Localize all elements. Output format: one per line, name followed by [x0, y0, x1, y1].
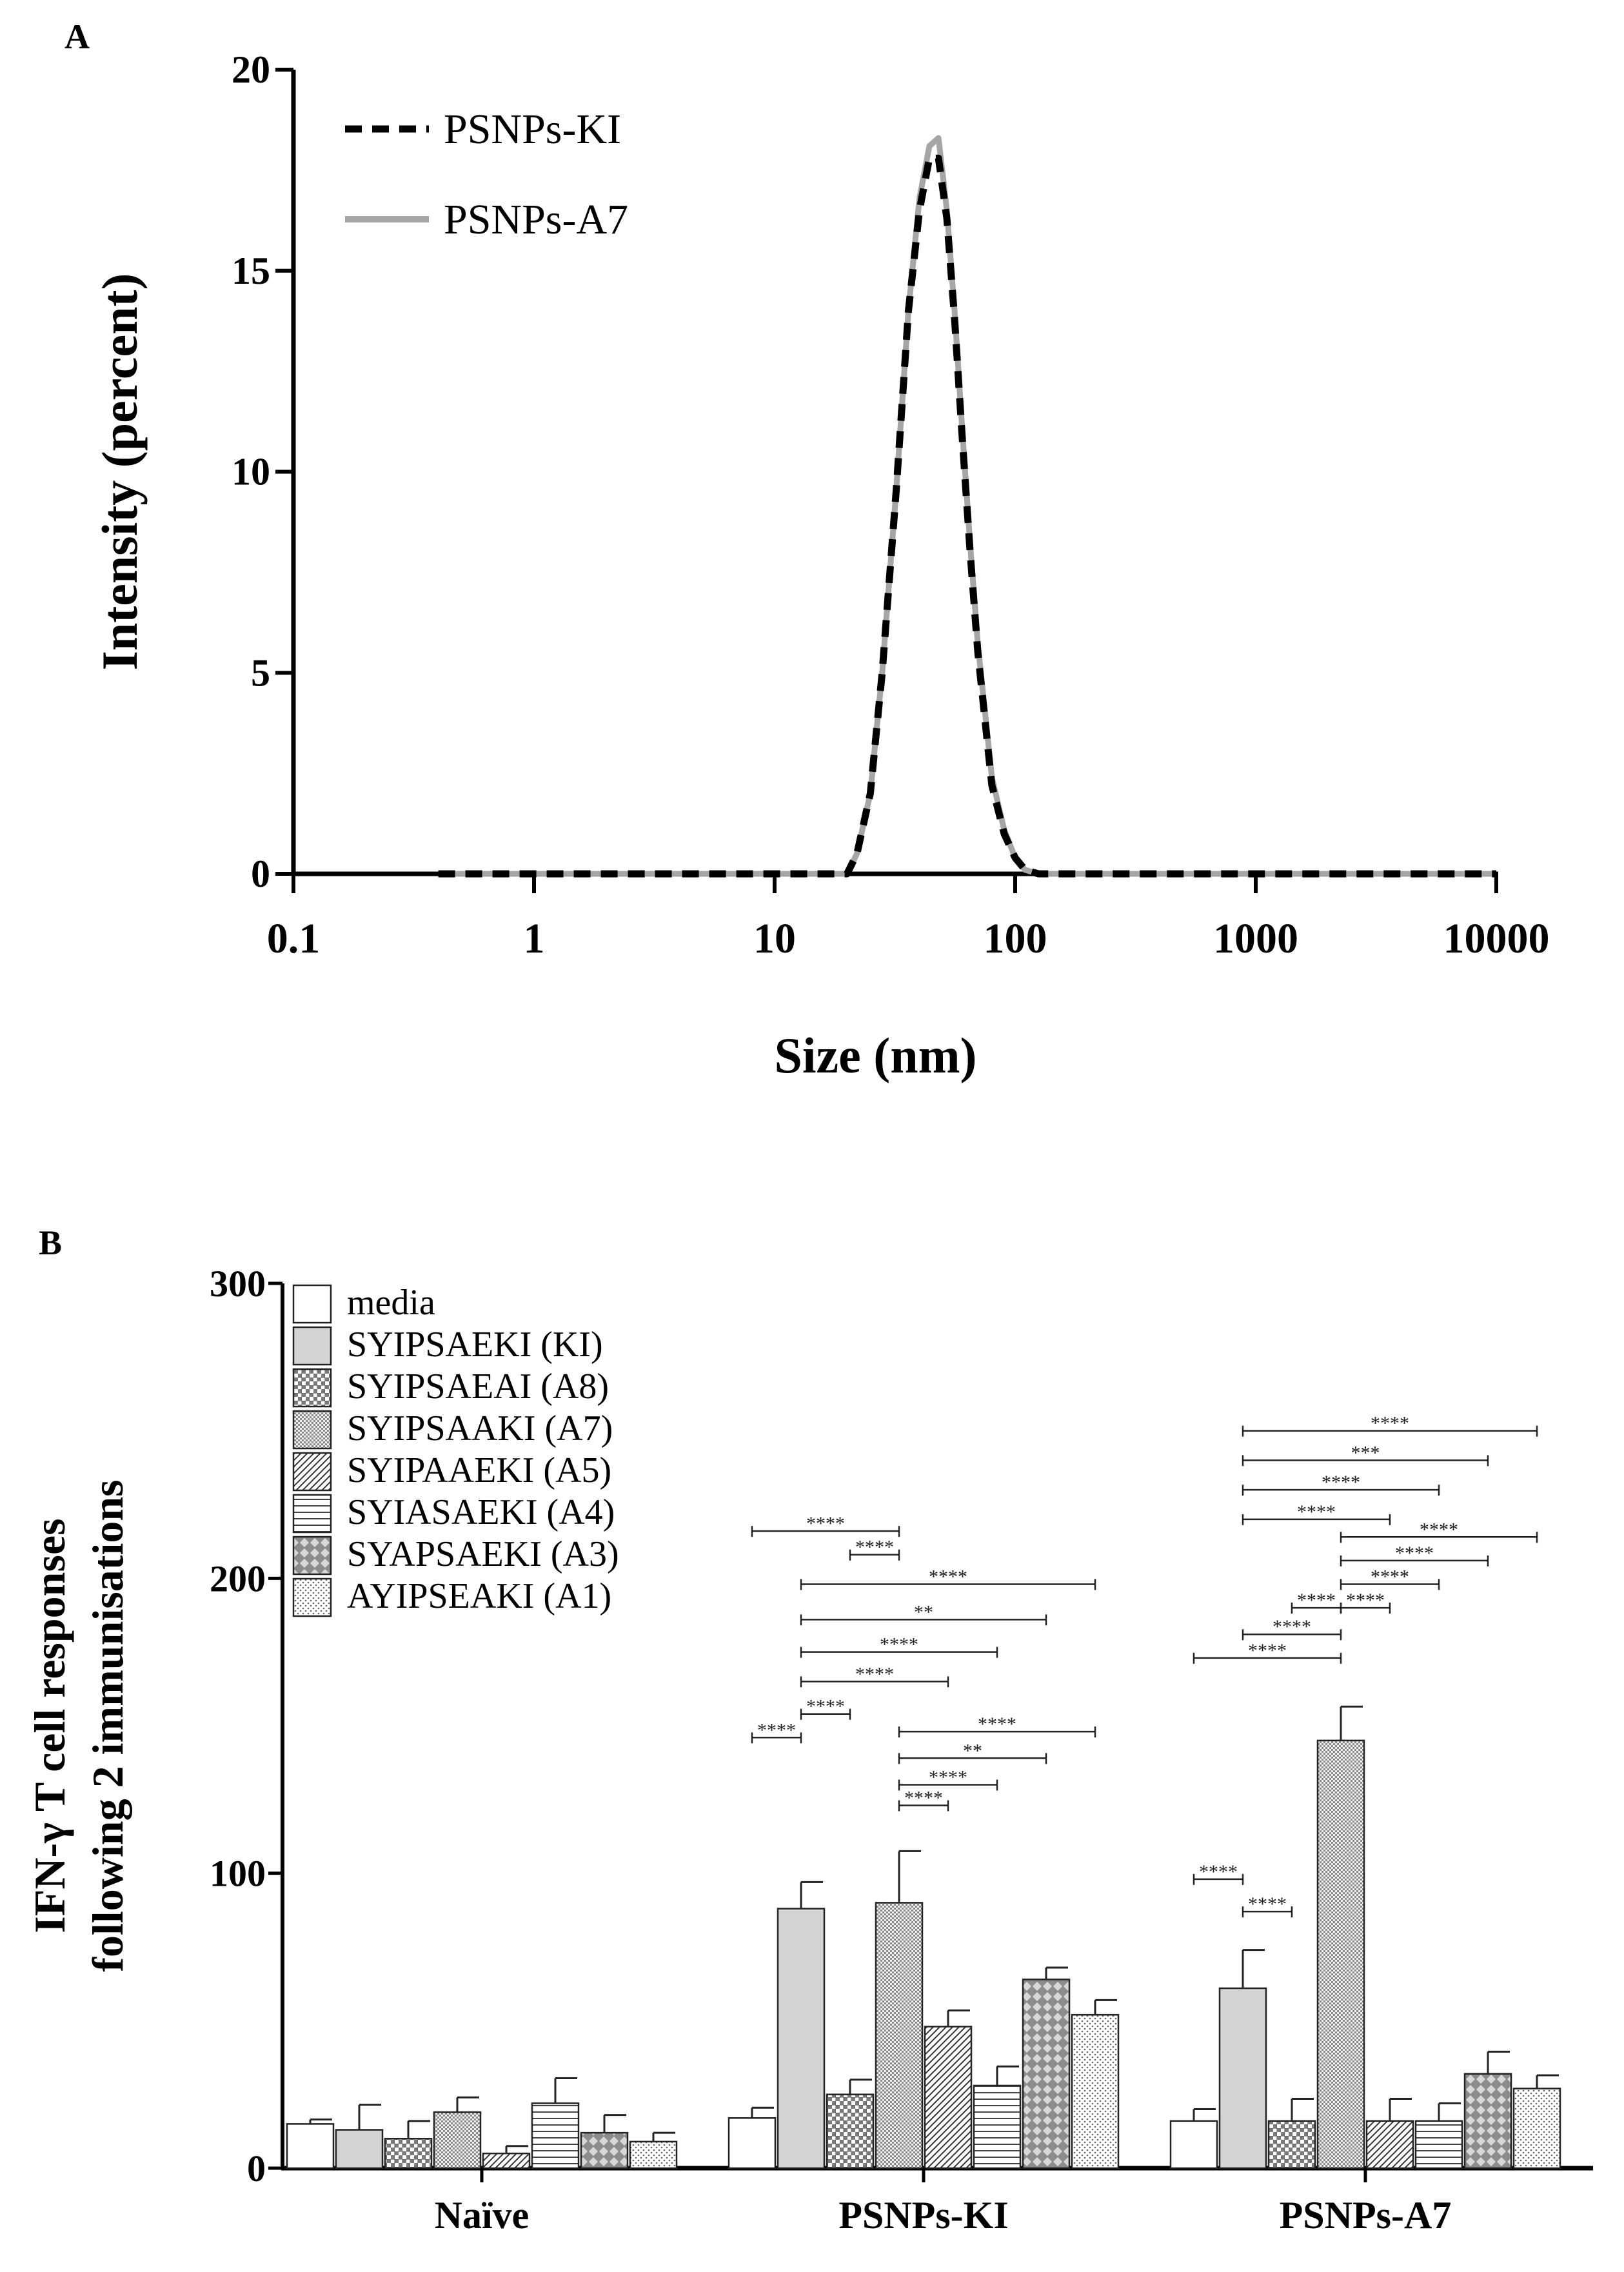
- significance-label: **: [963, 1740, 982, 1761]
- legend-label: media: [347, 1283, 435, 1323]
- bar-syipsaeai-a8-: [826, 2093, 875, 2169]
- significance-label: ***: [1351, 1442, 1380, 1463]
- legend-label: PSNPs-KI: [444, 106, 621, 153]
- significance-label: ****: [806, 1513, 845, 1534]
- bar-ayipseaki-a1-: [1512, 2088, 1561, 2169]
- x-tick-label: 0.1: [267, 915, 321, 962]
- significance-label: ****: [978, 1714, 1016, 1735]
- significance-label: ****: [1346, 1590, 1385, 1611]
- significance-label: ****: [1199, 1861, 1238, 1882]
- x-axis-title: Size (nm): [774, 1027, 976, 1083]
- y-tick-label: 300: [210, 1263, 266, 1305]
- significance-label: ****: [880, 1634, 918, 1655]
- category-label: PSNPs-A7: [1280, 2194, 1452, 2237]
- significance-label: ****: [855, 1663, 894, 1684]
- legend-label: SYIPAAEKI (A5): [347, 1450, 611, 1490]
- legend-label: PSNPs-A7: [444, 196, 628, 243]
- significance-label: ****: [1248, 1893, 1287, 1915]
- significance-label: ****: [929, 1766, 967, 1788]
- bar-syipsaeki-ki-: [777, 1908, 826, 2169]
- panel-label: A: [64, 17, 90, 56]
- legend-swatch: [292, 1284, 332, 1324]
- x-tick-label: 100: [984, 915, 1047, 962]
- significance-label: ****: [1297, 1590, 1336, 1611]
- bar-syapsaeki-a3-: [1022, 1979, 1071, 2169]
- significance-label: ****: [1248, 1640, 1287, 1661]
- significance-label: ****: [1297, 1501, 1336, 1523]
- significance-label: ****: [1371, 1566, 1409, 1587]
- bar-syiasaeki-a4-: [973, 2084, 1022, 2169]
- x-tick-label: 10000: [1443, 915, 1550, 962]
- bar-ayipseaki-a1-: [1071, 2013, 1120, 2169]
- bar-syapsaeki-a3-: [1463, 2073, 1512, 2169]
- y-tick-label: 5: [251, 651, 270, 694]
- significance-label: **: [914, 1601, 933, 1623]
- bar-syipsaaki-a7-: [1316, 1739, 1365, 2169]
- x-tick-label: 1: [524, 915, 545, 962]
- panel-a-line-chart: A 0 5 10 15 20 0.1 1 10 100 1000 10000 Size (nm) Inte…: [64, 17, 1550, 1083]
- bar-syapsaeki-a3-: [580, 2131, 629, 2169]
- y-tick-label: 20: [232, 48, 270, 91]
- y-axis-title-line2: following 2 immunisations: [83, 1479, 132, 1971]
- legend-label: SYIPSAAKI (A7): [347, 1408, 613, 1448]
- legend-swatch: [292, 1536, 332, 1576]
- significance-label: ****: [904, 1787, 943, 1808]
- significance-label: ****: [855, 1537, 894, 1558]
- y-tick-label: 200: [210, 1557, 266, 1599]
- bar-syipsaeki-ki-: [1218, 1987, 1267, 2169]
- legend-label: SYIPSAEAI (A8): [347, 1367, 609, 1407]
- significance-label: ****: [806, 1696, 845, 1717]
- legend-swatch: [292, 1410, 332, 1450]
- category-label: PSNPs-KI: [838, 2194, 1008, 2237]
- y-tick-label: 0: [247, 2148, 266, 2189]
- legend-swatch: [292, 1368, 332, 1408]
- significance-label: ****: [1395, 1543, 1434, 1564]
- x-tick-label: 1000: [1213, 915, 1298, 962]
- bar-syipaaeki-a5-: [482, 2152, 531, 2169]
- bar-syipsaeai-a8-: [1267, 2120, 1316, 2169]
- bar-syipsaeai-a8-: [384, 2138, 433, 2169]
- bar-syiasaeki-a4-: [531, 2102, 580, 2169]
- bar-syipsaeki-ki-: [335, 2129, 384, 2169]
- legend-label: SYIASAEKI (A4): [347, 1492, 615, 1532]
- significance-label: ****: [1420, 1519, 1458, 1540]
- bar-media: [286, 2123, 335, 2169]
- category-label: Naïve: [435, 2194, 530, 2237]
- significance-label: ****: [757, 1719, 796, 1741]
- legend-swatch: [292, 1326, 332, 1366]
- bar-syipaaeki-a5-: [1365, 2120, 1414, 2169]
- significance-label: ****: [1371, 1413, 1409, 1434]
- panel-label: B: [39, 1223, 62, 1262]
- significance-label: ****: [929, 1566, 967, 1587]
- bar-media: [1169, 2120, 1218, 2169]
- y-axis-title-line1: IFN-γ T cell responses: [25, 1518, 74, 1933]
- legend-swatch: [292, 1494, 332, 1534]
- bar-ayipseaki-a1-: [629, 2140, 678, 2169]
- series-line-psnps-ki: [438, 154, 1496, 878]
- bar-media: [728, 2117, 777, 2169]
- legend-swatch: [292, 1452, 332, 1492]
- y-tick-label: 15: [232, 250, 270, 292]
- series-line-psnps-a7: [438, 135, 1496, 877]
- x-tick-label: 10: [753, 915, 796, 962]
- legend-label: SYAPSAEKI (A3): [347, 1534, 619, 1574]
- y-axis-title: Intensity (percent): [92, 273, 148, 671]
- significance-label: ****: [1322, 1472, 1360, 1493]
- panel-b-bar-chart: B 0 100 200 300 IFN-γ T cell responses followi…: [25, 1223, 1593, 2237]
- y-tick-label: 0: [251, 853, 270, 895]
- legend-swatch: [292, 1577, 332, 1617]
- legend-label: AYIPSEAKI (A1): [347, 1576, 611, 1616]
- legend-label: SYIPSAEKI (KI): [347, 1325, 603, 1365]
- bar-syipaaeki-a5-: [924, 2026, 973, 2169]
- bar-syipsaaki-a7-: [433, 2111, 482, 2169]
- y-tick-label: 10: [232, 451, 270, 493]
- bar-syipsaaki-a7-: [875, 1902, 924, 2169]
- bar-syiasaeki-a4-: [1414, 2120, 1463, 2169]
- y-tick-label: 100: [210, 1853, 266, 1895]
- significance-label: ****: [1272, 1616, 1311, 1637]
